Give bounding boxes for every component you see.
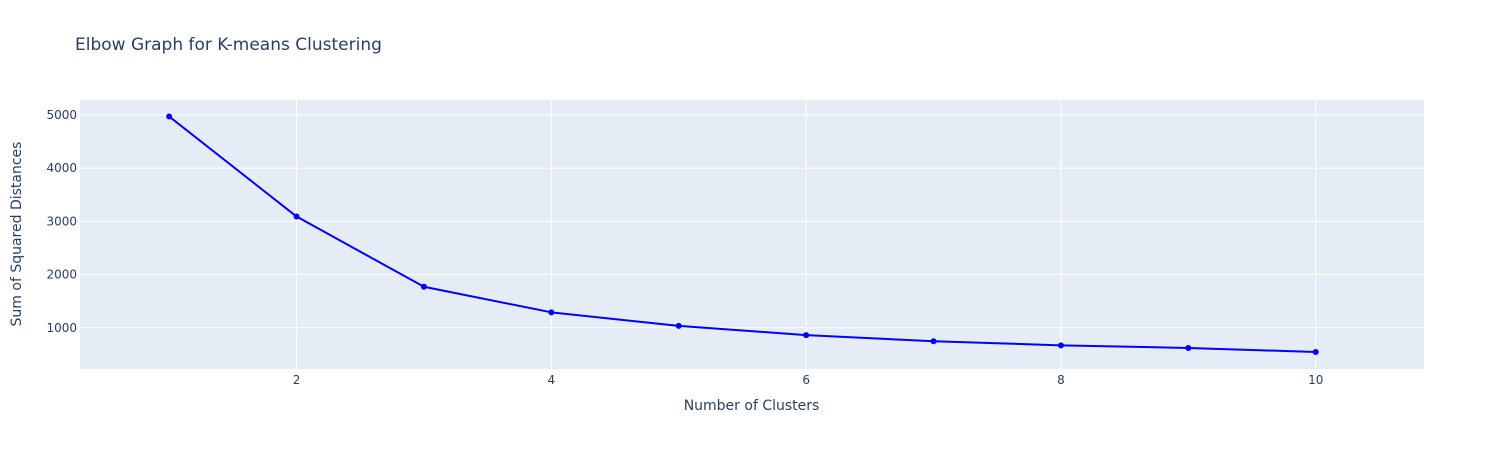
- x-tick-label: 2: [293, 373, 301, 387]
- y-tick-label: 3000: [46, 214, 77, 228]
- data-point[interactable]: [1312, 348, 1319, 355]
- y-tick-label: 1000: [46, 321, 77, 335]
- y-axis-ticks: 1000 2000 3000 4000 5000: [46, 108, 77, 335]
- data-point[interactable]: [803, 332, 810, 339]
- series-layer: [166, 113, 1319, 355]
- data-point[interactable]: [166, 113, 173, 120]
- x-axis-title: Number of Clusters: [684, 398, 820, 414]
- y-axis-title: Sum of Squared Distances: [9, 142, 25, 327]
- data-point[interactable]: [930, 338, 937, 345]
- x-tick-label: 6: [802, 373, 810, 387]
- y-tick-label: 2000: [46, 268, 77, 282]
- x-axis-ticks: 2 4 6 8 10: [293, 373, 1324, 387]
- y-tick-label: 4000: [46, 161, 77, 175]
- data-point[interactable]: [675, 322, 682, 329]
- x-tick-label: 4: [548, 373, 556, 387]
- data-point[interactable]: [548, 309, 555, 316]
- plot-area: [80, 100, 1424, 369]
- x-tick-label: 8: [1057, 373, 1065, 387]
- data-point[interactable]: [293, 213, 300, 220]
- data-point[interactable]: [1185, 344, 1192, 351]
- x-tick-label: 10: [1308, 373, 1323, 387]
- chart-title: Elbow Graph for K-means Clustering: [75, 35, 382, 55]
- series-line: [168, 115, 1316, 353]
- grid-lines: [80, 100, 1424, 369]
- data-point[interactable]: [1057, 342, 1064, 349]
- data-point[interactable]: [420, 283, 427, 290]
- y-tick-label: 5000: [46, 108, 77, 122]
